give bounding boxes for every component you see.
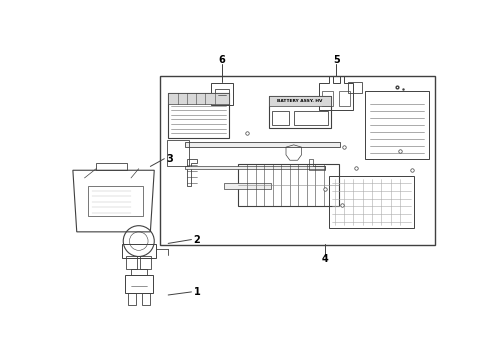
Bar bbox=[128, 293, 136, 305]
Bar bbox=[322, 91, 333, 106]
Bar bbox=[269, 95, 331, 128]
Bar bbox=[294, 111, 328, 125]
Bar bbox=[168, 93, 229, 138]
Bar bbox=[329, 176, 414, 228]
Bar bbox=[142, 293, 149, 305]
Text: 1: 1 bbox=[194, 287, 200, 297]
Bar bbox=[140, 256, 151, 269]
Text: 3: 3 bbox=[167, 154, 173, 164]
Bar bbox=[224, 183, 270, 189]
Bar bbox=[160, 76, 435, 245]
Text: 4: 4 bbox=[321, 254, 328, 264]
Bar bbox=[131, 269, 147, 275]
Bar bbox=[122, 244, 156, 258]
Bar bbox=[88, 186, 143, 216]
Bar bbox=[348, 82, 362, 93]
Bar bbox=[215, 89, 229, 99]
Bar bbox=[168, 93, 229, 104]
Text: 6: 6 bbox=[219, 55, 225, 65]
Text: BATTERY ASSY. HV: BATTERY ASSY. HV bbox=[277, 99, 322, 103]
Bar bbox=[238, 164, 339, 206]
Bar bbox=[185, 142, 340, 147]
Text: 5: 5 bbox=[333, 55, 340, 65]
Bar bbox=[126, 256, 137, 269]
Bar bbox=[211, 83, 233, 105]
Bar bbox=[168, 140, 189, 166]
Bar bbox=[340, 91, 350, 106]
Bar bbox=[272, 111, 289, 125]
Bar bbox=[269, 95, 331, 106]
Text: 2: 2 bbox=[194, 235, 200, 244]
Bar bbox=[125, 275, 153, 293]
Bar bbox=[185, 166, 325, 170]
